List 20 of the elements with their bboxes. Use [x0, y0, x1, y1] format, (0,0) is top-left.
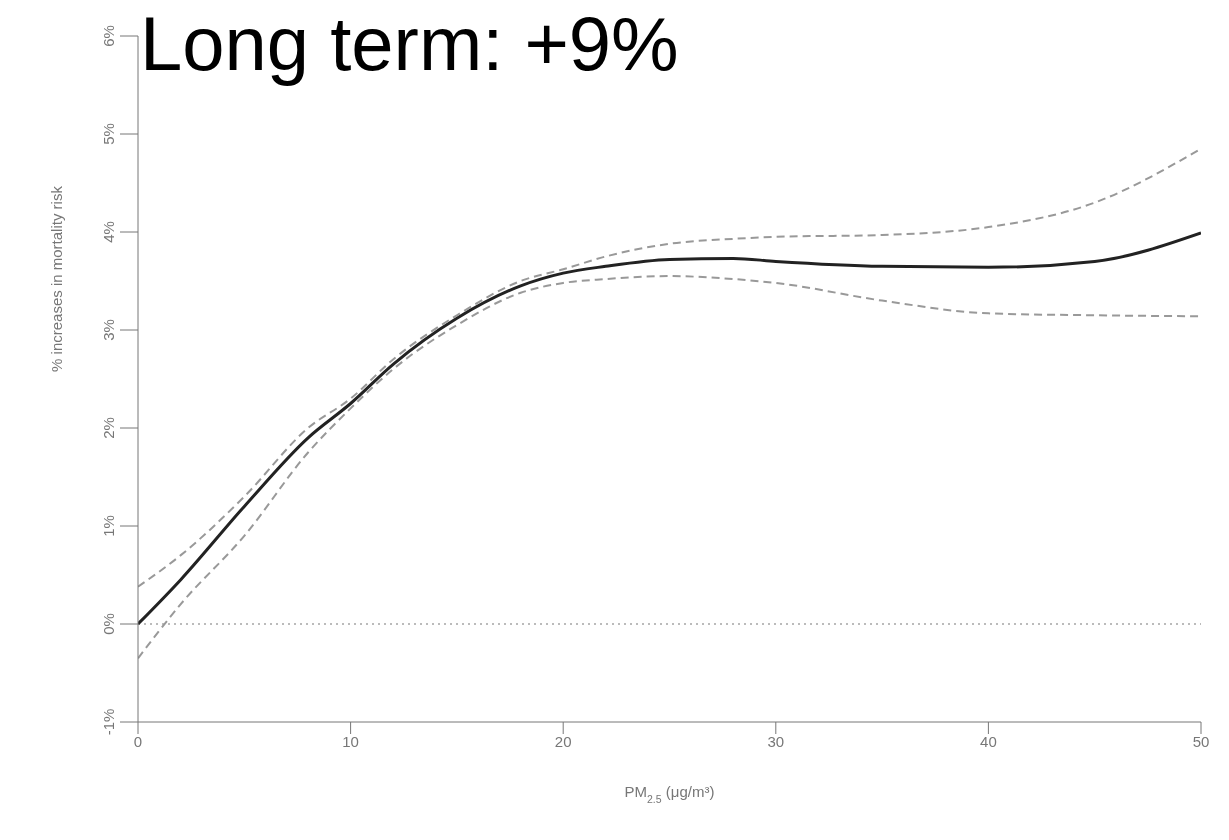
chart-title: Long term: +9%: [140, 0, 679, 88]
line-series: [138, 147, 1201, 588]
y-tick-label: 6%: [100, 25, 117, 47]
x-tick-label: 40: [980, 732, 997, 750]
y-tick-label: 3%: [100, 319, 117, 341]
y-tick-label: 4%: [100, 221, 117, 243]
x-tick-label: 0: [133, 732, 143, 750]
y-tick-label: 5%: [100, 123, 117, 145]
x-tick-label: 10: [342, 732, 359, 750]
x-tick-label: 30: [767, 732, 785, 750]
y-tick-label: -1%: [100, 708, 117, 736]
x-axis-title: PM$_{2.5}$ (μg/m³): [624, 783, 715, 805]
y-tick-label: 1%: [100, 515, 117, 537]
x-tick-label: 50: [1192, 732, 1210, 750]
line-series: [138, 275, 1201, 660]
x-tick-label: 20: [554, 732, 572, 750]
y-tick-label: 2%: [100, 417, 117, 439]
y-tick-label: 0%: [100, 613, 117, 635]
y-axis-title: % increases in mortality risk: [48, 185, 65, 372]
line-series: [138, 231, 1201, 626]
